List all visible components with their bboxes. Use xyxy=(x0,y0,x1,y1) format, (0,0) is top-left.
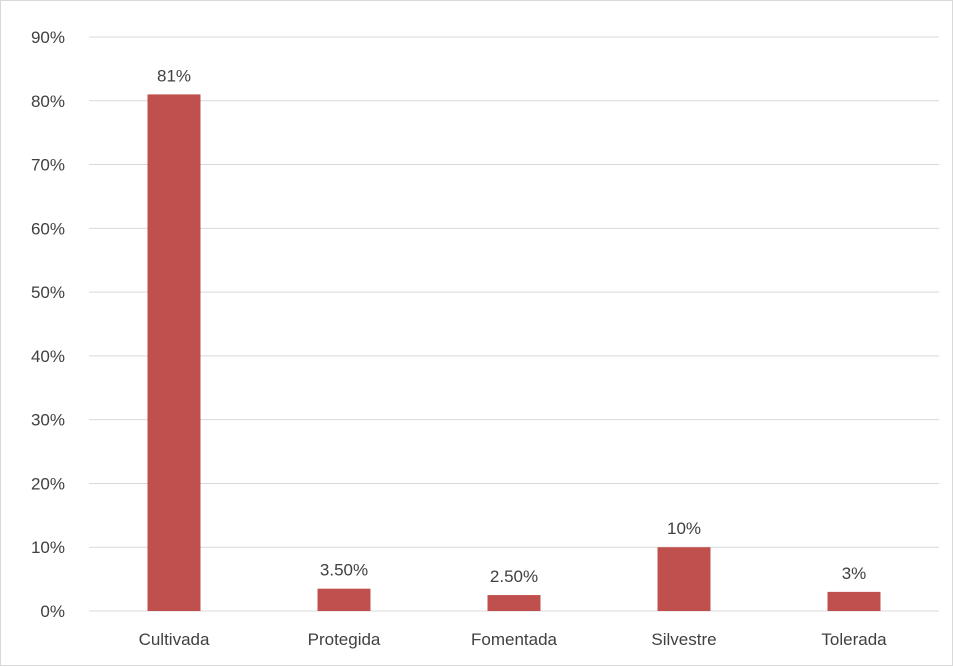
y-tick-label: 10% xyxy=(31,538,65,557)
y-tick-label: 30% xyxy=(31,411,65,430)
y-tick-label: 50% xyxy=(31,283,65,302)
y-tick-label: 20% xyxy=(31,474,65,493)
y-tick-label: 40% xyxy=(31,347,65,366)
x-tick-label: Tolerada xyxy=(821,630,887,649)
data-label: 10% xyxy=(667,519,701,538)
y-tick-label: 80% xyxy=(31,92,65,111)
x-tick-label: Cultivada xyxy=(139,630,210,649)
bar-cultivada xyxy=(147,94,201,611)
x-tick-label: Silvestre xyxy=(651,630,716,649)
bar-fomentada xyxy=(487,595,541,611)
x-tick-label: Protegida xyxy=(308,630,381,649)
data-label: 3.50% xyxy=(320,561,368,580)
data-label: 3% xyxy=(842,564,867,583)
bar-silvestre xyxy=(657,547,711,611)
data-label: 2.50% xyxy=(490,567,538,586)
x-tick-label: Fomentada xyxy=(471,630,558,649)
y-tick-label: 60% xyxy=(31,219,65,238)
y-tick-label: 70% xyxy=(31,156,65,175)
bar-protegida xyxy=(317,588,371,611)
data-label: 81% xyxy=(157,66,191,85)
y-tick-label: 0% xyxy=(40,602,65,621)
y-tick-label: 90% xyxy=(31,28,65,47)
bar-tolerada xyxy=(827,591,881,611)
